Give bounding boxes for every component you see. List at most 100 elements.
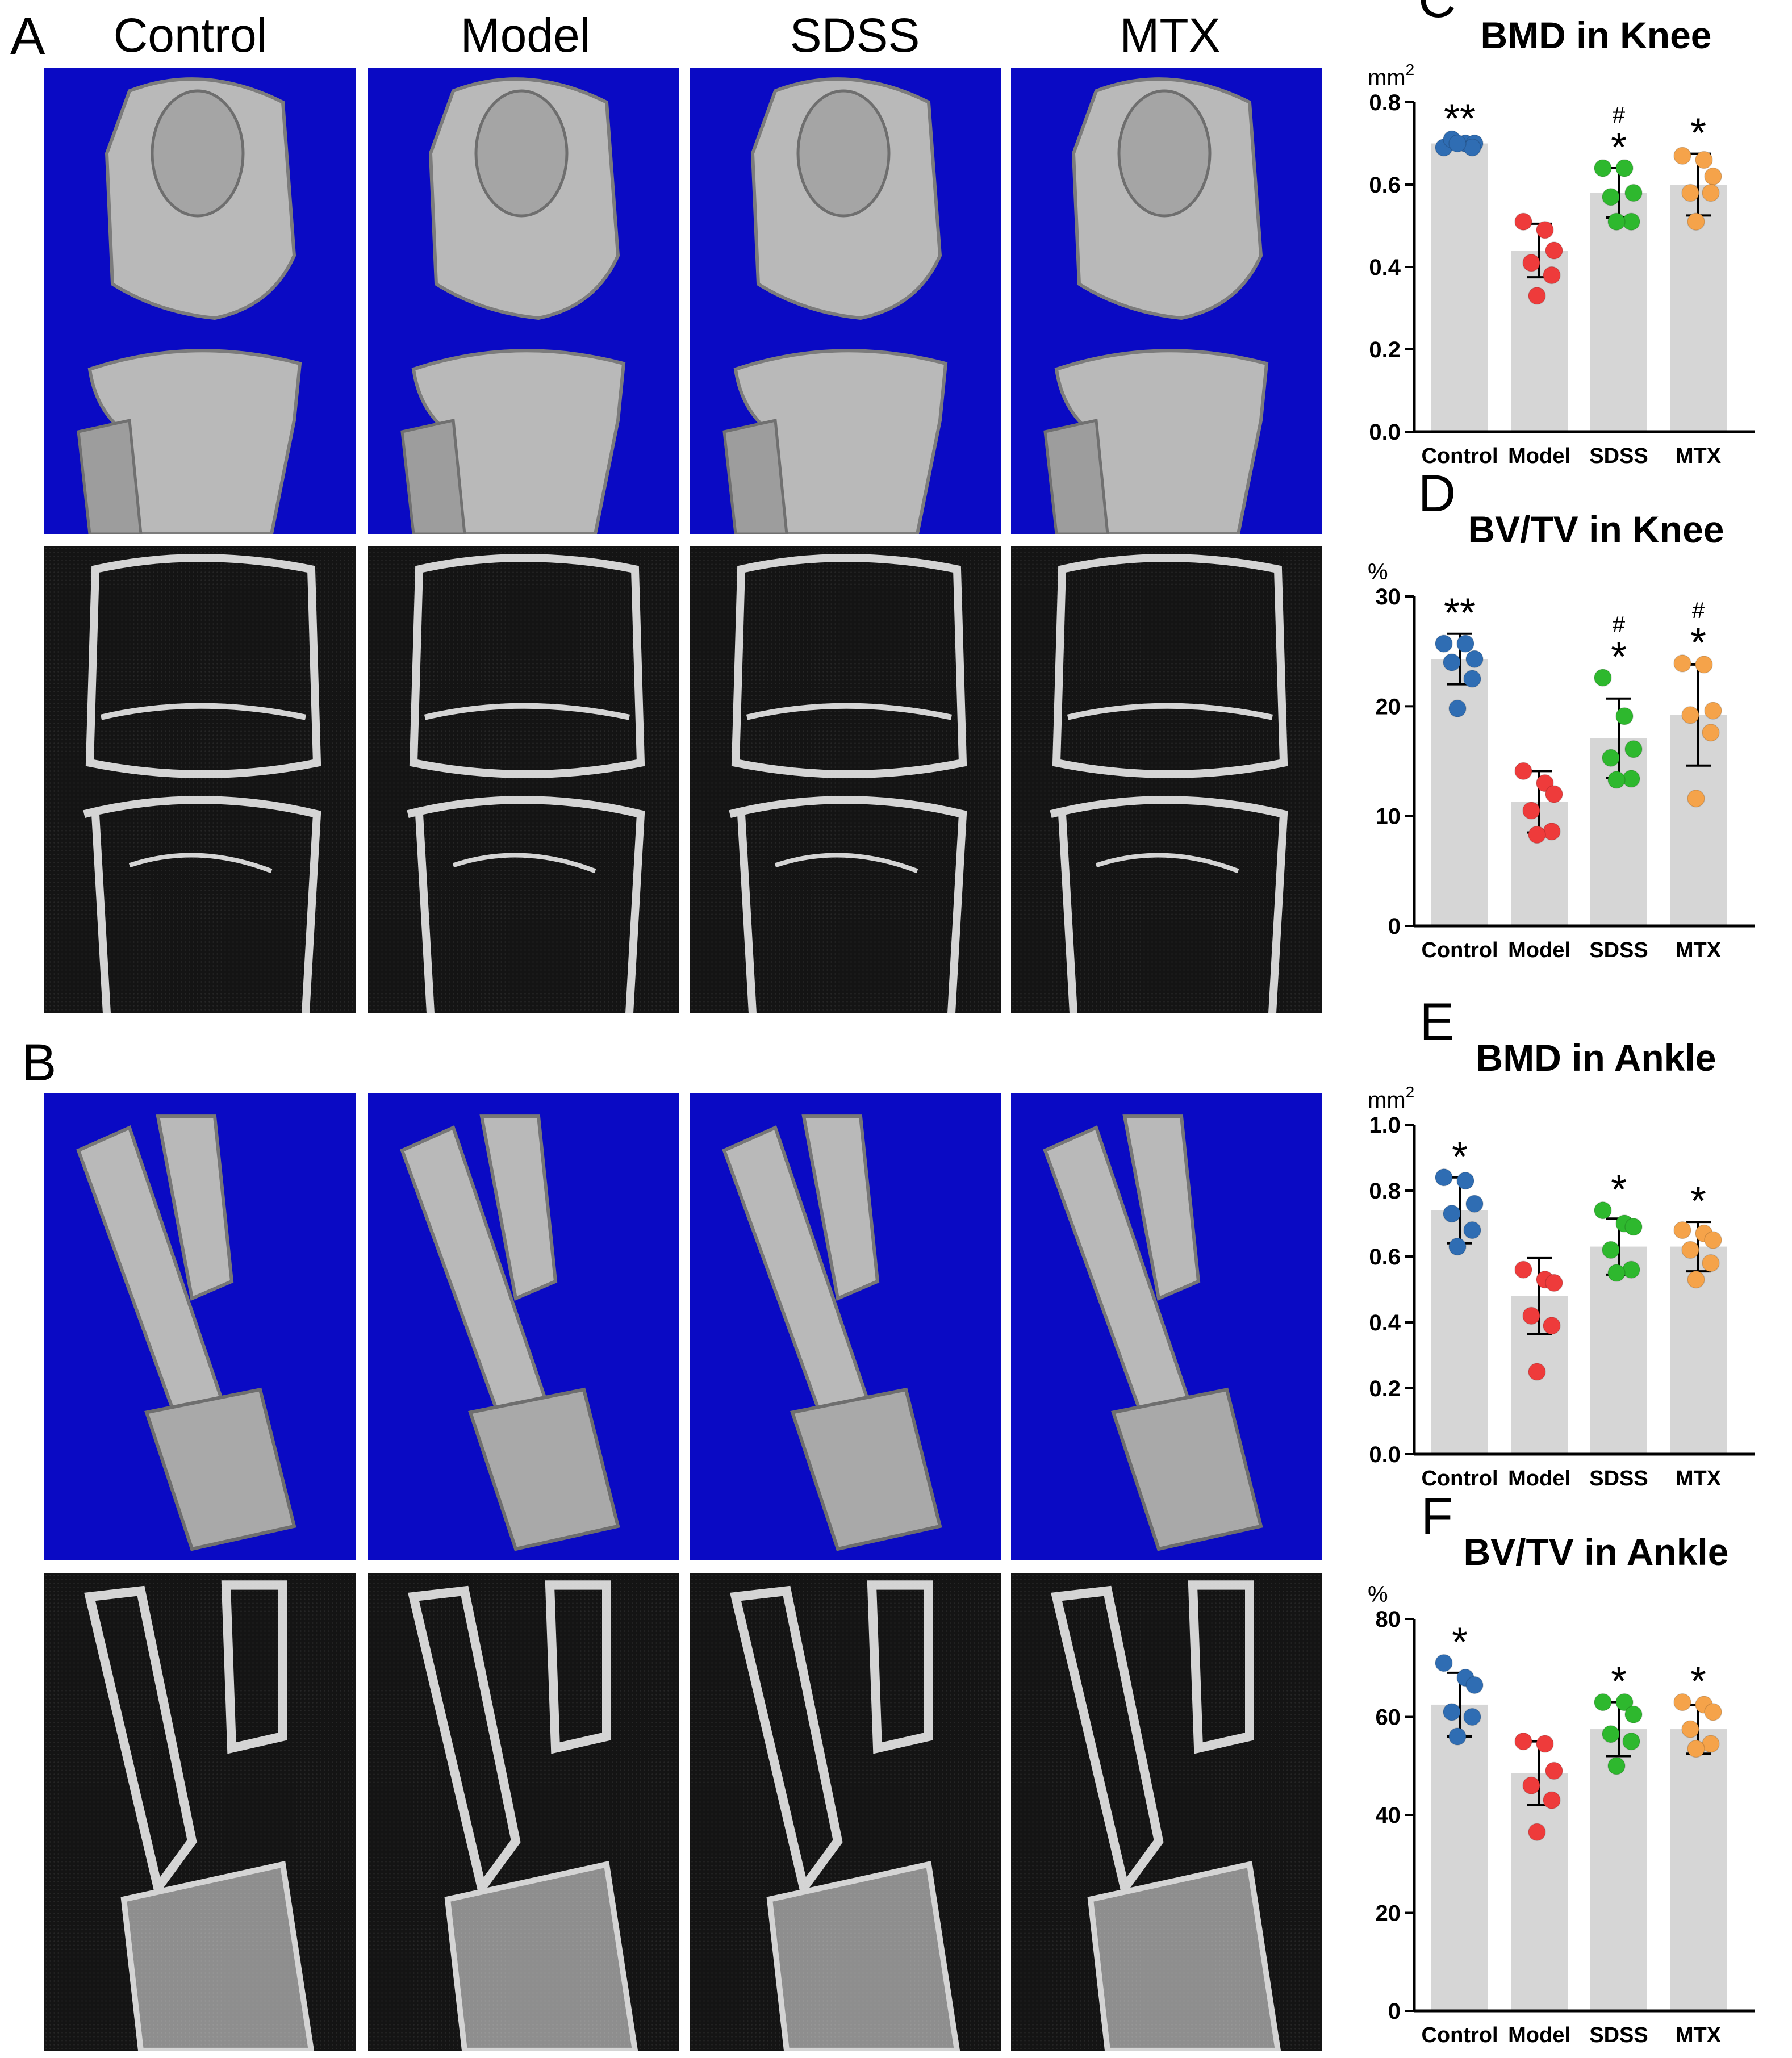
y-tick-label: 1.0 bbox=[1369, 1113, 1401, 1138]
tarsal-render bbox=[790, 1387, 942, 1551]
y-tick-label: 0.6 bbox=[1369, 1245, 1401, 1270]
data-point-mtx bbox=[1681, 706, 1699, 724]
ankle-render-image-control bbox=[44, 1093, 356, 1560]
ankle-ct-image-control bbox=[44, 1573, 356, 2051]
tibia-cortex-slice bbox=[729, 796, 967, 1013]
significance-star: * bbox=[1611, 1659, 1627, 1705]
significance-star: * bbox=[1611, 1167, 1627, 1213]
data-point-model bbox=[1543, 1317, 1561, 1335]
y-tick-label: 0.2 bbox=[1369, 337, 1401, 362]
chart-title: BMD in Ankle bbox=[1476, 1037, 1716, 1079]
panel-label-f: F bbox=[1421, 1487, 1453, 1545]
x-tick-label: Control bbox=[1421, 1467, 1498, 1491]
data-point-control bbox=[1456, 634, 1474, 653]
femur-cortex-slice bbox=[409, 554, 645, 778]
tibia-cortex-slice bbox=[407, 796, 645, 1013]
tibia-render bbox=[87, 349, 302, 534]
x-tick-label: SDSS bbox=[1589, 938, 1648, 962]
y-tick-label: 0.0 bbox=[1369, 420, 1401, 445]
x-tick-label: SDSS bbox=[1589, 1467, 1648, 1491]
data-point-model bbox=[1528, 1823, 1546, 1841]
data-point-sdss bbox=[1624, 740, 1643, 758]
tibia-cortex-slice bbox=[408, 1585, 521, 1899]
chart-title: BMD in Knee bbox=[1480, 14, 1711, 56]
data-point-mtx bbox=[1681, 1241, 1699, 1259]
tarsal-slice bbox=[444, 1861, 638, 2051]
x-tick-label: Control bbox=[1421, 938, 1498, 962]
panel-label-c: C bbox=[1418, 0, 1456, 28]
significance-star: * bbox=[1690, 1659, 1706, 1705]
y-tick-label: 0 bbox=[1388, 914, 1401, 939]
data-point-sdss bbox=[1624, 183, 1643, 202]
data-point-sdss bbox=[1602, 1725, 1620, 1743]
column-header-control: Control bbox=[113, 9, 268, 62]
data-point-control bbox=[1465, 1195, 1484, 1213]
data-point-mtx bbox=[1687, 212, 1705, 231]
data-point-sdss bbox=[1602, 188, 1620, 206]
tibia-cortex-slice bbox=[730, 1585, 843, 1899]
data-point-control bbox=[1443, 653, 1461, 671]
y-tick-label: 0.8 bbox=[1369, 90, 1401, 115]
fibula-render bbox=[77, 418, 143, 534]
y-tick-label: 60 bbox=[1376, 1705, 1401, 1730]
data-point-mtx bbox=[1687, 789, 1705, 808]
fibula-render bbox=[801, 1114, 880, 1301]
data-point-model bbox=[1528, 825, 1546, 844]
significance-hash: # bbox=[1692, 598, 1705, 623]
data-point-model bbox=[1536, 221, 1554, 239]
y-tick-label: 0.0 bbox=[1369, 1442, 1401, 1467]
y-tick-label: 30 bbox=[1376, 585, 1401, 610]
y-tick-label: 0.4 bbox=[1369, 255, 1401, 280]
data-point-control bbox=[1448, 699, 1467, 717]
bar-sdss bbox=[1590, 1729, 1647, 2011]
fibula-cortex-slice bbox=[545, 1580, 611, 1754]
data-point-mtx bbox=[1695, 656, 1713, 674]
data-point-model bbox=[1528, 1363, 1546, 1381]
y-tick-label: 20 bbox=[1376, 1901, 1401, 1926]
data-point-control bbox=[1465, 1676, 1484, 1694]
x-tick-label: Model bbox=[1508, 938, 1570, 962]
unit-label: mm2 bbox=[1368, 1083, 1414, 1113]
chart-title: BV/TV in Ankle bbox=[1464, 1531, 1729, 1573]
bar-control bbox=[1431, 1704, 1488, 2011]
data-point-control bbox=[1463, 670, 1481, 688]
y-tick-label: 40 bbox=[1376, 1803, 1401, 1828]
data-point-model bbox=[1543, 822, 1561, 841]
unit-superscript: 2 bbox=[1406, 61, 1415, 78]
column-header-mtx: MTX bbox=[1120, 9, 1221, 62]
column-header-model: Model bbox=[460, 9, 591, 62]
x-tick-label: MTX bbox=[1676, 2023, 1722, 2047]
data-point-sdss bbox=[1607, 1264, 1626, 1282]
data-point-mtx bbox=[1687, 1270, 1705, 1289]
tarsal-slice bbox=[120, 1861, 315, 2051]
data-point-sdss bbox=[1615, 1693, 1634, 1711]
knee-ct-image-control bbox=[44, 546, 356, 1013]
significance-star: * bbox=[1452, 1134, 1468, 1180]
significance-star: * bbox=[1690, 1179, 1706, 1224]
y-tick-label: 0.2 bbox=[1369, 1376, 1401, 1401]
tibia-render bbox=[733, 349, 948, 534]
data-point-model bbox=[1543, 1791, 1561, 1809]
x-tick-label: Model bbox=[1508, 444, 1570, 468]
data-point-model bbox=[1545, 785, 1563, 803]
tibia-render bbox=[411, 349, 626, 534]
tarsal-slice bbox=[766, 1861, 960, 2051]
chart-title: BV/TV in Knee bbox=[1468, 508, 1724, 550]
femur-cortex-slice bbox=[1052, 554, 1288, 778]
data-point-model bbox=[1545, 241, 1563, 260]
data-point-control bbox=[1463, 1221, 1481, 1239]
unit-label: % bbox=[1368, 560, 1388, 585]
panel-label-e: E bbox=[1419, 993, 1454, 1051]
ankle-ct-image-mtx bbox=[1011, 1573, 1322, 2051]
knee-ct-image-model bbox=[368, 546, 679, 1013]
y-tick-label: 0 bbox=[1388, 1999, 1401, 2024]
femur-cortex-slice bbox=[731, 554, 967, 778]
data-point-sdss bbox=[1624, 1705, 1643, 1723]
tibia-render bbox=[1054, 349, 1269, 534]
panel-label-a: A bbox=[10, 7, 45, 65]
data-point-sdss bbox=[1624, 1218, 1643, 1236]
data-point-mtx bbox=[1673, 147, 1691, 165]
data-point-mtx bbox=[1673, 1693, 1691, 1711]
bar-model bbox=[1511, 1773, 1568, 2011]
fibula-render bbox=[722, 418, 788, 534]
